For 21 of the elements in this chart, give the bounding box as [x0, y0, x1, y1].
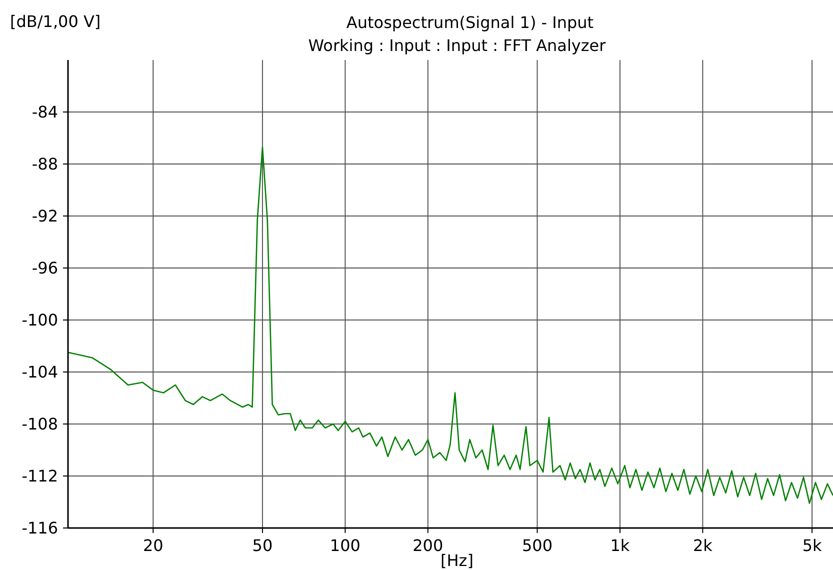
- x-tick-label: 500: [522, 536, 553, 555]
- y-tick-label: -104: [22, 362, 58, 382]
- y-tick-label: -100: [22, 310, 58, 330]
- x-axis-title: [Hz]: [440, 551, 474, 570]
- x-tick-label: 5k: [802, 536, 822, 555]
- y-tick-label: -92: [32, 206, 58, 226]
- y-tick-label: -96: [32, 258, 58, 278]
- y-axis-title: [dB/1,00 V]: [10, 12, 101, 31]
- x-tick-label: 200: [412, 536, 444, 555]
- y-tick-label: -116: [22, 518, 58, 538]
- x-tick-label: 1k: [610, 536, 630, 555]
- x-tick-label: 20: [142, 536, 164, 555]
- y-tick-label: -108: [22, 414, 58, 434]
- y-tick-label: -112: [22, 466, 58, 486]
- x-tick-label: 50: [252, 536, 273, 555]
- y-tick-label: -88: [32, 154, 58, 174]
- x-tick-label: 2k: [692, 536, 714, 555]
- chart-subtitle: Working : Input : Input : FFT Analyzer: [308, 36, 606, 55]
- chart-title: Autospectrum(Signal 1) - Input: [346, 13, 594, 32]
- x-tick-label: 100: [330, 536, 360, 555]
- y-tick-label: -84: [32, 102, 58, 122]
